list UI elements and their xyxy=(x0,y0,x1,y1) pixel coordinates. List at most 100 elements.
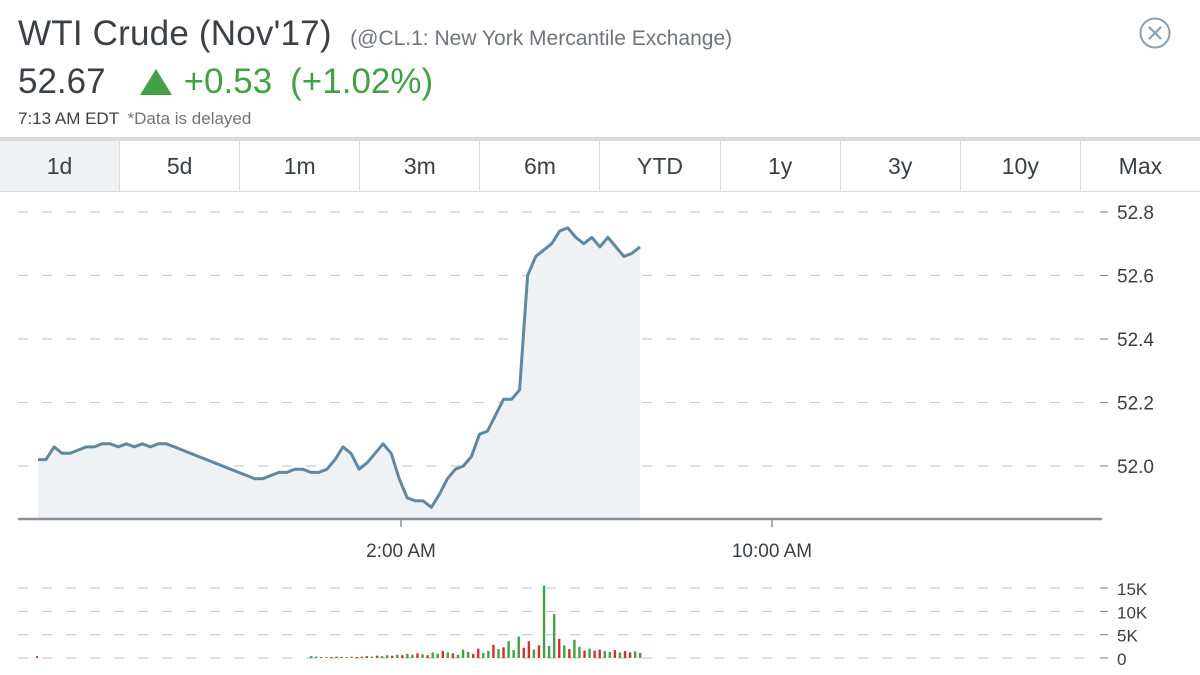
volume-bar xyxy=(340,657,343,659)
volume-bar xyxy=(492,644,495,658)
quote-row: 52.67 +0.53 (+1.02%) xyxy=(18,62,433,102)
volume-bar xyxy=(613,650,617,658)
volume-bar xyxy=(639,652,642,658)
volume-bar xyxy=(593,650,596,658)
volume-bar xyxy=(471,653,475,658)
price-chart[interactable]: 52.0 52.2 52.4 52.6 52.8 2:00 AM 10:00 AM 15K 10… xyxy=(0,192,1200,675)
volume-bar xyxy=(502,647,505,658)
exchange-subtitle: (@CL.1: New York Mercantile Exchange) xyxy=(350,27,733,50)
volume-bar xyxy=(406,653,409,658)
price-line[interactable] xyxy=(38,226,641,509)
volume-bar xyxy=(532,649,536,658)
volume-bar xyxy=(573,639,576,658)
tab-1m[interactable]: 1m xyxy=(240,141,361,191)
volume-tick-label: 15K xyxy=(1117,580,1148,599)
volume-tick-label: 5K xyxy=(1117,627,1138,646)
volume-bar xyxy=(390,655,394,658)
volume-bar xyxy=(527,641,531,658)
volume-bar xyxy=(320,657,323,659)
volume-bar xyxy=(360,656,364,658)
volume-bar xyxy=(537,645,541,658)
volume-bar xyxy=(542,585,546,658)
volume-tick-label: 0 xyxy=(1117,650,1126,669)
volume-bar xyxy=(365,656,369,658)
volume-bar xyxy=(603,651,606,658)
volume-bar xyxy=(411,654,414,658)
volume-bar xyxy=(330,657,333,659)
volume-bar xyxy=(310,656,313,658)
volume-bar xyxy=(487,651,490,658)
price-tick-label: 52.4 xyxy=(1117,330,1154,351)
volume-bar xyxy=(517,636,520,658)
tab-5d[interactable]: 5d xyxy=(120,141,241,191)
volume-bar xyxy=(482,652,485,658)
volume-bar xyxy=(451,653,455,658)
price-tick-label: 52.0 xyxy=(1117,457,1154,478)
tab-3m[interactable]: 3m xyxy=(360,141,481,191)
volume-bar xyxy=(315,656,318,658)
volume-tick-label: 10K xyxy=(1117,603,1148,622)
volume-bar xyxy=(335,656,338,658)
tab-ytd[interactable]: YTD xyxy=(600,141,721,191)
tab-max[interactable]: Max xyxy=(1118,152,1163,179)
volume-bar xyxy=(522,647,525,658)
volume-bar xyxy=(401,655,404,658)
volume-bar xyxy=(416,653,419,658)
volume-bar xyxy=(633,651,637,658)
instrument-title: WTI Crude (Nov'17) xyxy=(18,14,332,53)
price-tick-label: 52.8 xyxy=(1117,203,1154,224)
tab-10y[interactable]: 10y xyxy=(961,141,1081,191)
delayed-note: *Data is delayed xyxy=(127,109,252,128)
volume-bar xyxy=(385,655,389,658)
tab-1d[interactable]: 1d xyxy=(0,141,121,191)
volume-bar xyxy=(547,645,551,658)
volume-bar xyxy=(421,654,424,658)
volume-bar xyxy=(345,657,348,659)
volume-bar xyxy=(588,648,591,658)
volume-bar xyxy=(370,656,374,658)
quote-time: 7:13 AM EDT xyxy=(18,109,119,128)
tab-1y[interactable]: 1y xyxy=(721,141,841,191)
volume-bar xyxy=(436,653,439,658)
volume-bar xyxy=(628,652,632,658)
volume-bar xyxy=(456,654,460,658)
volume-bar xyxy=(350,656,353,658)
last-price: 52.67 xyxy=(18,62,106,101)
volume-bar xyxy=(461,649,465,658)
volume-bar xyxy=(497,649,500,658)
volume-bar xyxy=(426,655,429,658)
volume-bar xyxy=(578,646,581,658)
volume-bar xyxy=(623,651,627,658)
volume-bar xyxy=(507,641,510,658)
price-area xyxy=(38,227,640,519)
price-tick-label: 52.2 xyxy=(1117,394,1154,415)
volume-bar xyxy=(446,652,450,658)
volume-bar xyxy=(325,657,328,659)
volume-bar xyxy=(558,638,561,658)
volume-bar xyxy=(618,652,622,658)
volume-bar xyxy=(431,652,434,658)
volume-bar xyxy=(552,614,556,658)
close-circle-icon[interactable] xyxy=(1139,17,1171,49)
timestamp-row: 7:13 AM EDT *Data is delayed xyxy=(18,109,251,129)
volume-bar xyxy=(512,650,515,658)
tab-6m[interactable]: 6m xyxy=(480,141,601,191)
volume-bar xyxy=(380,656,384,658)
x-tick-label: 10:00 AM xyxy=(732,541,812,562)
volume-bar xyxy=(36,656,38,658)
volume-bar xyxy=(477,648,480,658)
volume-bar xyxy=(441,651,444,658)
volume-bar xyxy=(563,645,566,658)
range-tabs: 1d 5d 1m 3m 6m YTD 1y 3y 10y Max xyxy=(0,137,1200,192)
tab-3y[interactable]: 3y xyxy=(841,141,961,191)
triangle-up-icon xyxy=(139,69,172,95)
volume-bar xyxy=(466,651,470,658)
price-change: +0.53 xyxy=(183,62,273,101)
title-row: WTI Crude (Nov'17) (@CL.1: New York Merc… xyxy=(18,14,732,54)
price-tick-label: 52.6 xyxy=(1117,267,1154,288)
volume-bar xyxy=(396,654,399,658)
volume-bar xyxy=(355,657,358,659)
volume-bar xyxy=(568,649,571,658)
volume-bar xyxy=(598,649,601,658)
x-tick-label: 2:00 AM xyxy=(366,541,436,562)
